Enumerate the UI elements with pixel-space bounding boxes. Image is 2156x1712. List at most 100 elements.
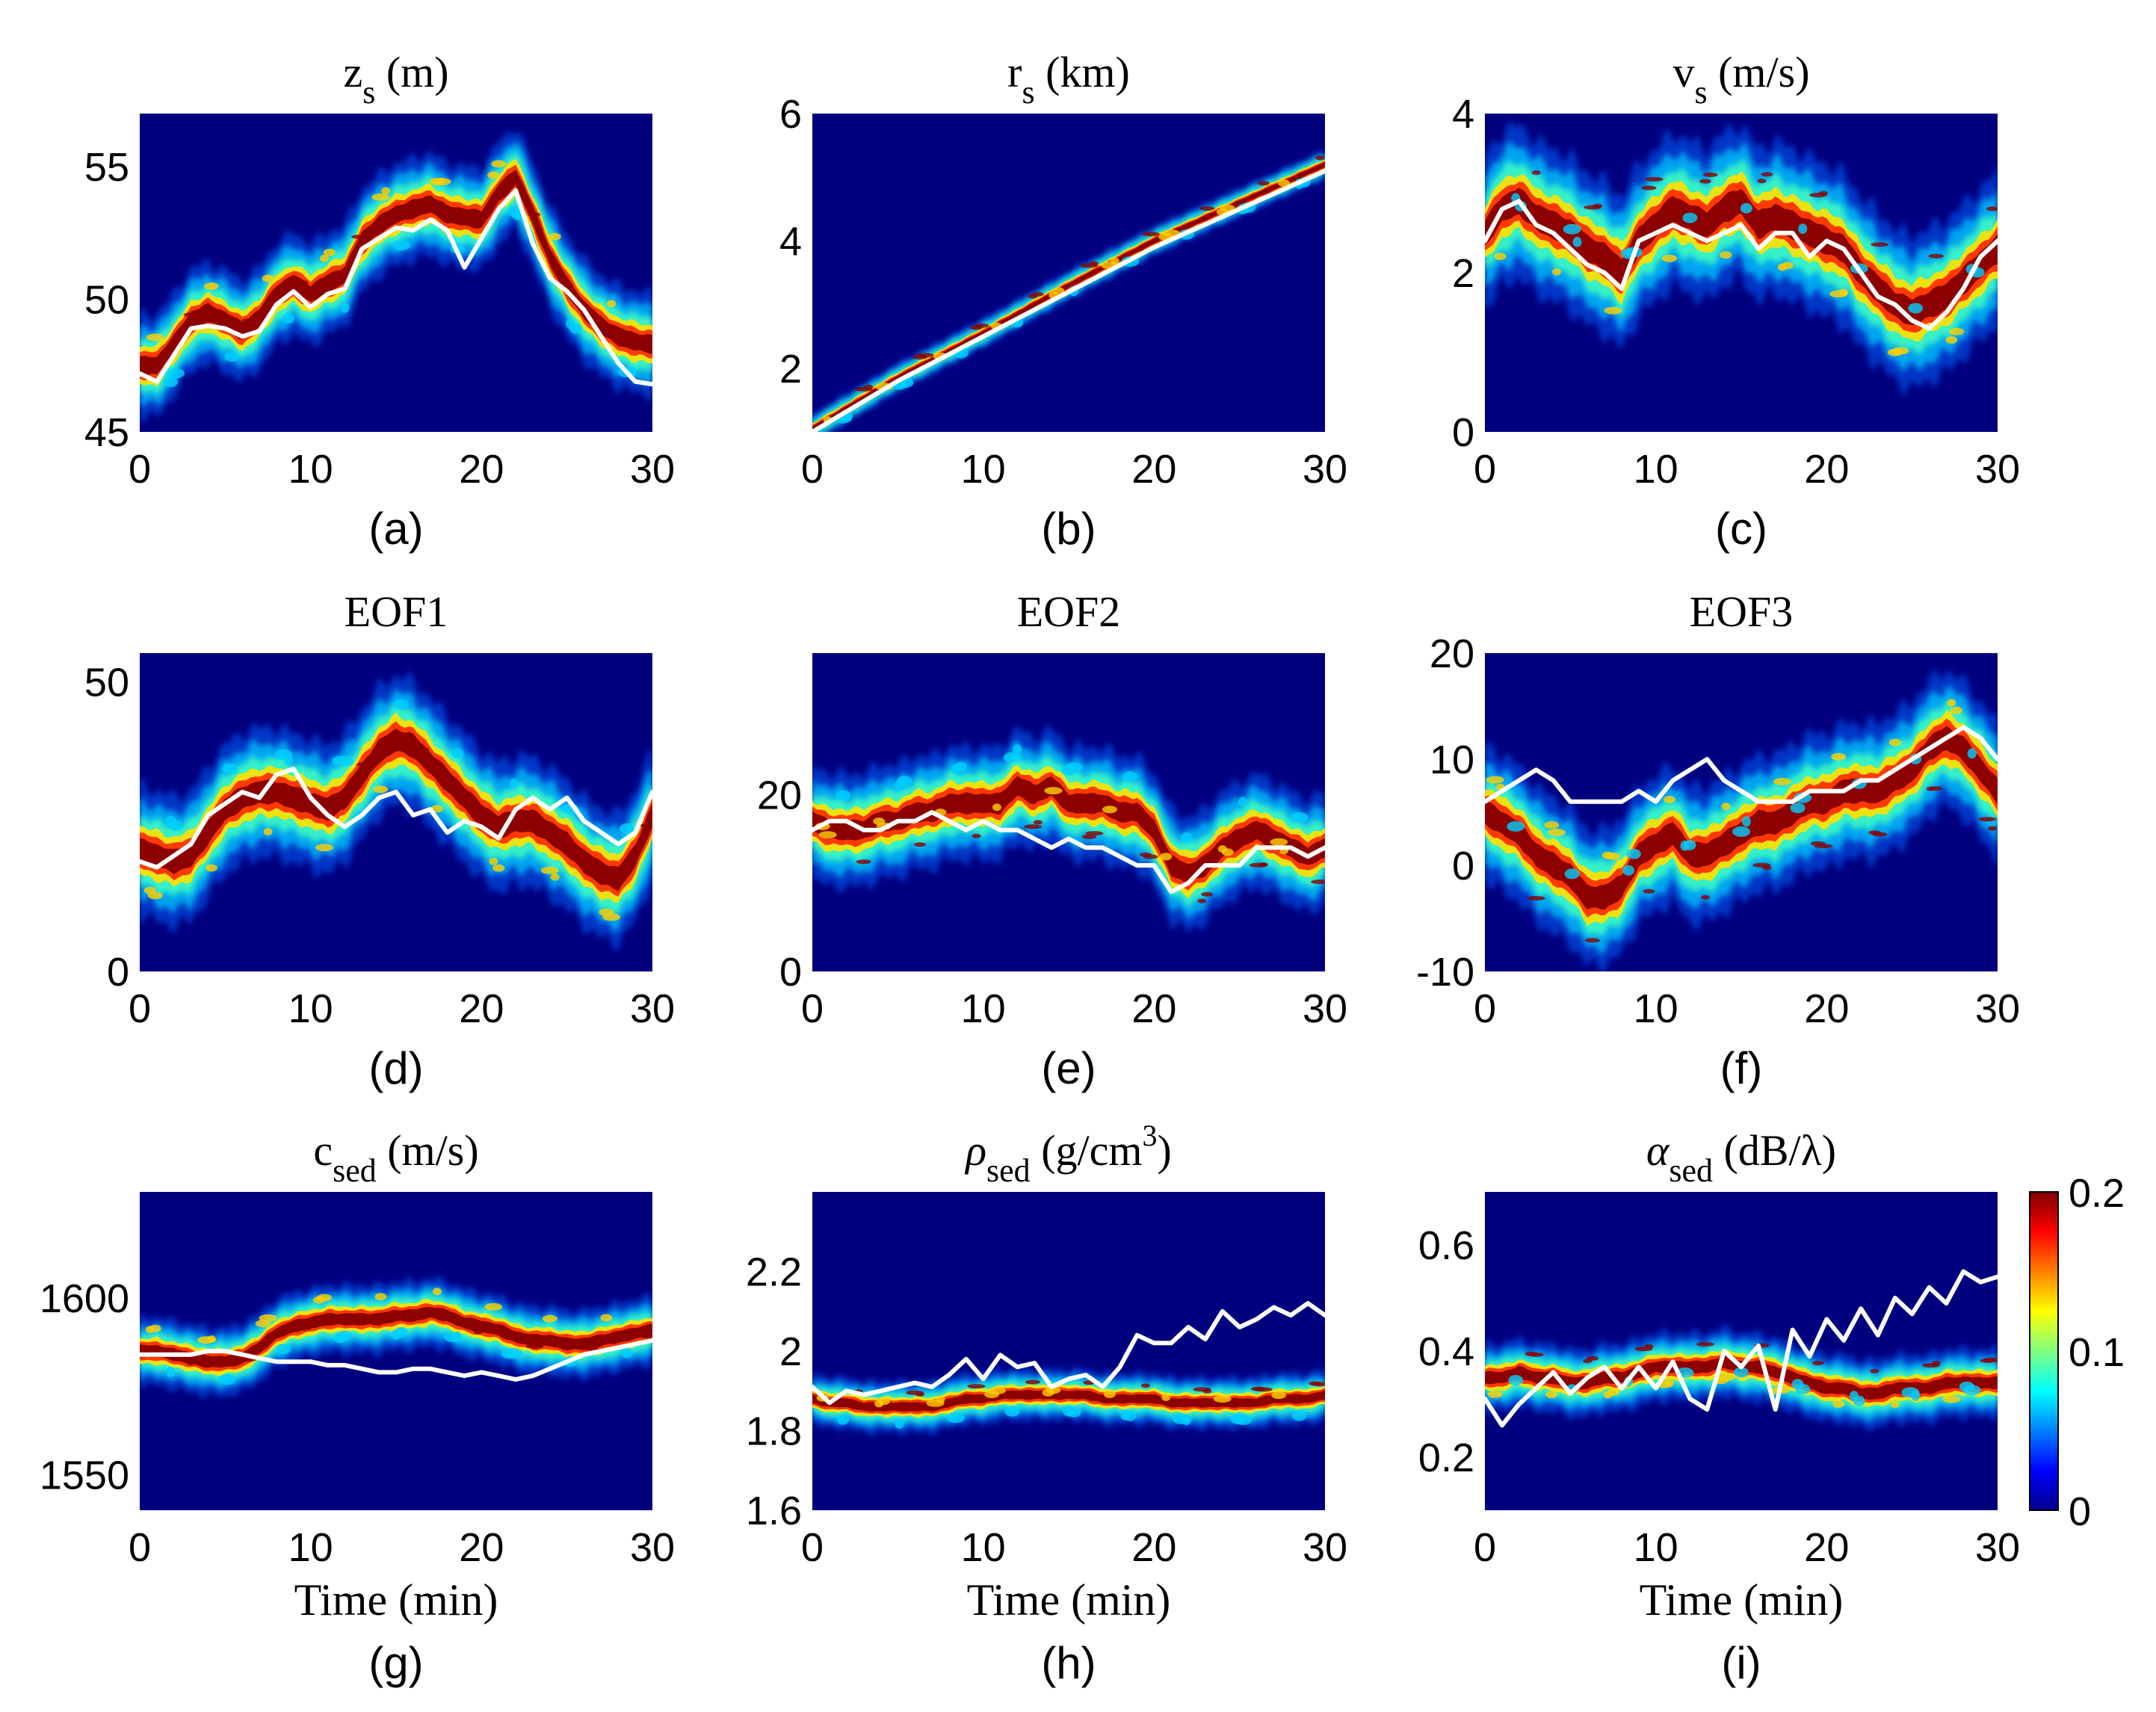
truth-line <box>812 810 1325 894</box>
x-tick-label: 30 <box>1303 447 1347 492</box>
density-speckle <box>1732 826 1750 837</box>
density-speckle <box>1033 820 1043 825</box>
y-tick-label: 1.8 <box>746 1409 802 1454</box>
density-speckle <box>1013 744 1022 755</box>
truth-line <box>140 188 652 387</box>
title-symbol: r <box>1007 48 1022 96</box>
y-tick-label: 0 <box>779 950 802 995</box>
density-speckle <box>492 864 505 872</box>
density-speckle <box>1699 179 1711 184</box>
x-tick-label: 10 <box>288 1525 333 1570</box>
density-speckle <box>166 1366 176 1377</box>
title-symbol: EOF1 <box>345 587 448 636</box>
posterior-density <box>140 131 652 423</box>
density-speckle <box>294 799 313 804</box>
density-speckle <box>1564 868 1580 880</box>
posterior-density <box>1485 1269 1998 1433</box>
y-tick-label: 0 <box>1452 410 1474 455</box>
density-band-1 <box>140 687 652 933</box>
density-speckle <box>146 333 164 342</box>
density-speckle <box>895 1418 904 1429</box>
x-tick-label: 20 <box>1131 1525 1176 1570</box>
density-speckle <box>1161 1394 1171 1401</box>
density-speckle <box>332 755 348 767</box>
panel-h: 0 10 20 30 1.6 1.8 2 2.2 ρsed (g/cm3) Time (min) (… <box>746 1119 1347 1688</box>
x-tick-label: 30 <box>1303 986 1347 1031</box>
panel-title: αsed (dB/λ) <box>1646 1126 1836 1189</box>
density-speckle <box>1278 179 1291 187</box>
density-speckle <box>356 762 374 767</box>
density-speckle <box>1641 185 1657 191</box>
title-unit: (g/cm <box>1031 1126 1143 1175</box>
panel-b: 0 10 20 30 2 4 6 rs (km) (b) <box>779 48 1347 554</box>
x-tick-label: 20 <box>1131 447 1176 492</box>
x-tick-label: 20 <box>459 1525 504 1570</box>
density-speckle <box>1140 1383 1150 1388</box>
y-tick-label: 55 <box>84 145 129 190</box>
title-symbol: EOF2 <box>1017 587 1121 636</box>
panel-i: 0 10 20 30 0.2 0.4 0.6 αsed (dB/λ) Time (min) (i) <box>1418 1126 2020 1688</box>
density-speckle <box>323 248 336 256</box>
panel-c: 0 10 20 30 0 2 4 vs (m/s) (c) <box>1452 48 2020 554</box>
density-speckle <box>1197 898 1207 903</box>
density-speckle <box>282 313 294 324</box>
x-tick-label: 20 <box>459 447 504 492</box>
density-speckle <box>484 1302 503 1311</box>
density-speckle <box>542 1314 557 1323</box>
density-speckle <box>1980 1358 1995 1363</box>
density-speckle <box>520 822 539 827</box>
colorbar-gradient <box>2029 1191 2059 1511</box>
density-speckle <box>443 1332 462 1343</box>
density-speckle <box>1527 896 1545 900</box>
density-speckle <box>374 1293 387 1301</box>
posterior-density <box>1485 667 1998 971</box>
density-speckle <box>1942 1395 1961 1403</box>
density-speckle <box>1680 840 1690 851</box>
density-speckle <box>315 844 333 852</box>
density-speckle <box>1271 1391 1287 1400</box>
x-tick-label: 20 <box>1804 1525 1849 1570</box>
panel-title: zs (m) <box>343 48 448 111</box>
density-speckle <box>140 363 144 368</box>
density-speckle <box>470 213 486 218</box>
density-speckle <box>1950 706 1963 714</box>
density-speckle <box>1773 777 1791 785</box>
density-speckle <box>412 1316 421 1321</box>
x-tick-label: 20 <box>459 986 504 1031</box>
density-speckle <box>893 780 906 791</box>
density-speckle <box>1871 242 1889 247</box>
colorbar: 0 0.1 0.2 <box>2029 1171 2125 1534</box>
density-speckle <box>1604 306 1622 315</box>
density-speckle <box>1199 206 1215 211</box>
density-speckle <box>1720 251 1732 259</box>
density-speckle <box>1949 327 1965 336</box>
density-speckle <box>217 1374 236 1385</box>
y-tick-label: 1550 <box>40 1453 129 1498</box>
density-speckle <box>1180 832 1193 844</box>
density-band-5 <box>140 170 652 376</box>
panel-title: rs (km) <box>1007 48 1130 111</box>
density-speckle <box>1734 1367 1749 1378</box>
x-tick-label: 0 <box>801 1525 824 1570</box>
x-tick-label: 0 <box>1474 447 1496 492</box>
density-speckle <box>984 1391 1000 1398</box>
density-speckle <box>837 1414 850 1425</box>
density-speckle <box>1028 294 1037 299</box>
density-speckle <box>1494 253 1507 261</box>
density-speckle <box>185 852 197 857</box>
density-speckle <box>638 336 652 341</box>
title-unit: (m) <box>375 48 448 96</box>
density-speckle <box>1525 1351 1537 1356</box>
truth-line <box>140 1338 652 1382</box>
density-speckle <box>1978 817 1997 822</box>
density-speckle <box>1563 223 1581 235</box>
y-tick-label: 1600 <box>40 1276 129 1321</box>
title-unit: (m/s) <box>377 1126 479 1175</box>
truth-line <box>812 1301 1325 1406</box>
density-speckle <box>430 805 443 813</box>
density-speckle <box>873 818 886 825</box>
density-speckle <box>1645 176 1664 182</box>
density-speckle <box>1193 1387 1211 1392</box>
y-tick-label: 20 <box>1430 631 1474 676</box>
panel-label: (b) <box>1041 504 1096 554</box>
